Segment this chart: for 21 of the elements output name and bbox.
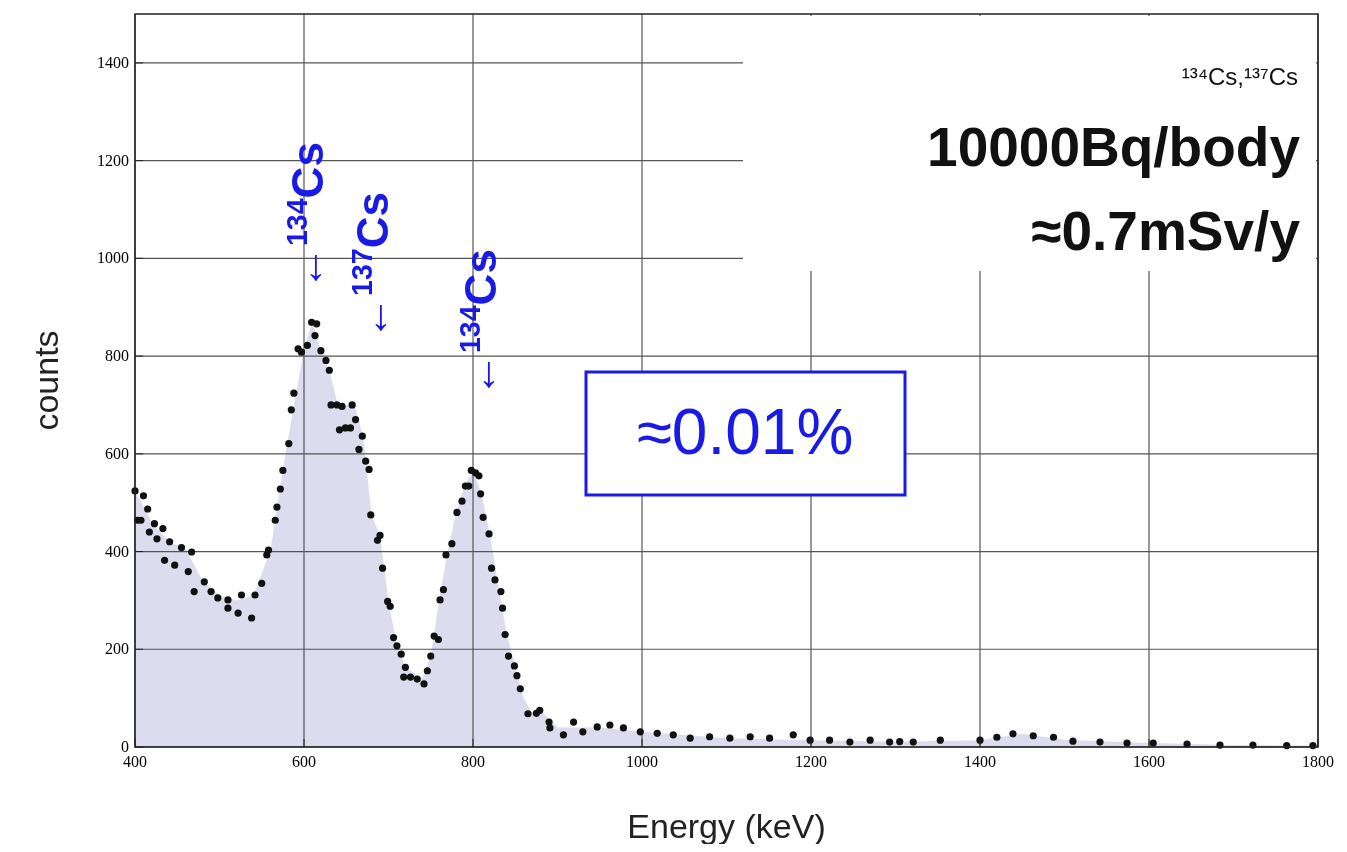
annotation: ≈0.01% — [636, 396, 854, 468]
y-axis-title: counts — [27, 330, 65, 431]
x-tick-label: 1400 — [964, 753, 996, 770]
x-tick-label: 400 — [123, 753, 147, 770]
annotation: ¹³⁴Cs,¹³⁷Cs — [1181, 63, 1298, 90]
x-tick-label: 1600 — [1133, 753, 1165, 770]
y-tick-label: 1400 — [97, 53, 129, 71]
x-tick-label: 800 — [461, 753, 485, 770]
y-tick-label: 1200 — [97, 151, 129, 169]
y-tick-label: 0 — [121, 738, 129, 755]
y-tick-label: 800 — [105, 347, 129, 365]
y-tick-label: 200 — [105, 640, 129, 658]
x-tick-label: 1800 — [1302, 753, 1334, 770]
y-tick-label: 600 — [105, 444, 129, 462]
annotation: 10000Bq/body — [927, 116, 1301, 178]
x-tick-label: 1000 — [626, 753, 658, 770]
x-tick-label: 600 — [292, 753, 316, 770]
y-tick-label: 1000 — [97, 249, 129, 267]
x-tick-label: 1200 — [795, 753, 827, 770]
y-tick-label: 400 — [105, 542, 129, 560]
annotation: ≈0.7mSv/y — [1031, 200, 1301, 262]
